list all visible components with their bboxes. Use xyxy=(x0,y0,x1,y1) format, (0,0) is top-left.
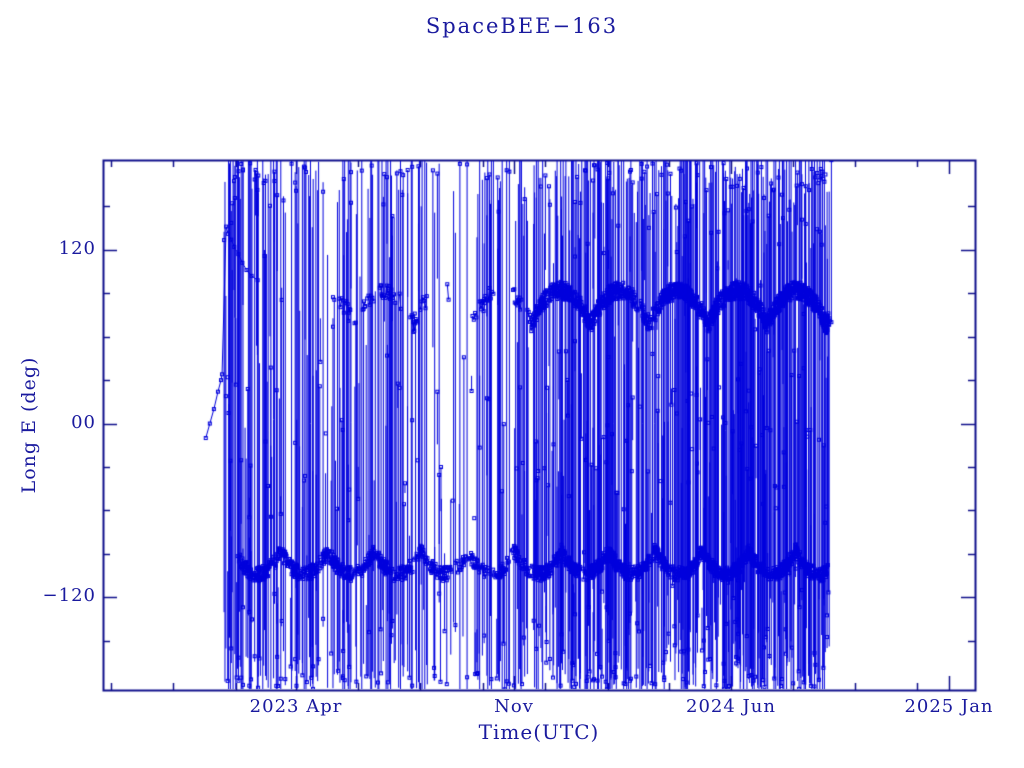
y-tick-label-120: 120 xyxy=(58,238,96,259)
chart-title: SpaceBEE−163 xyxy=(425,14,619,38)
y-tick-label-0: 00 xyxy=(71,412,96,433)
y-tick-label-minus120: −120 xyxy=(42,585,96,606)
x-tick-label-2023-apr: 2023 Apr xyxy=(249,696,343,717)
x-tick-label-nov: Nov xyxy=(494,696,534,717)
x-tick-label-2024-jun: 2024 Jun xyxy=(686,696,776,717)
x-tick-label-2025-jan: 2025 Jan xyxy=(904,696,994,717)
x-axis-title: Time(UTC) xyxy=(478,720,600,744)
